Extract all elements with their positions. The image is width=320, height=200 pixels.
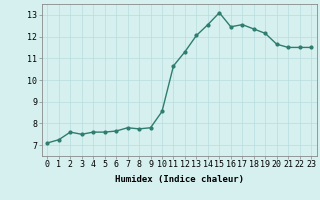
X-axis label: Humidex (Indice chaleur): Humidex (Indice chaleur) [115,175,244,184]
